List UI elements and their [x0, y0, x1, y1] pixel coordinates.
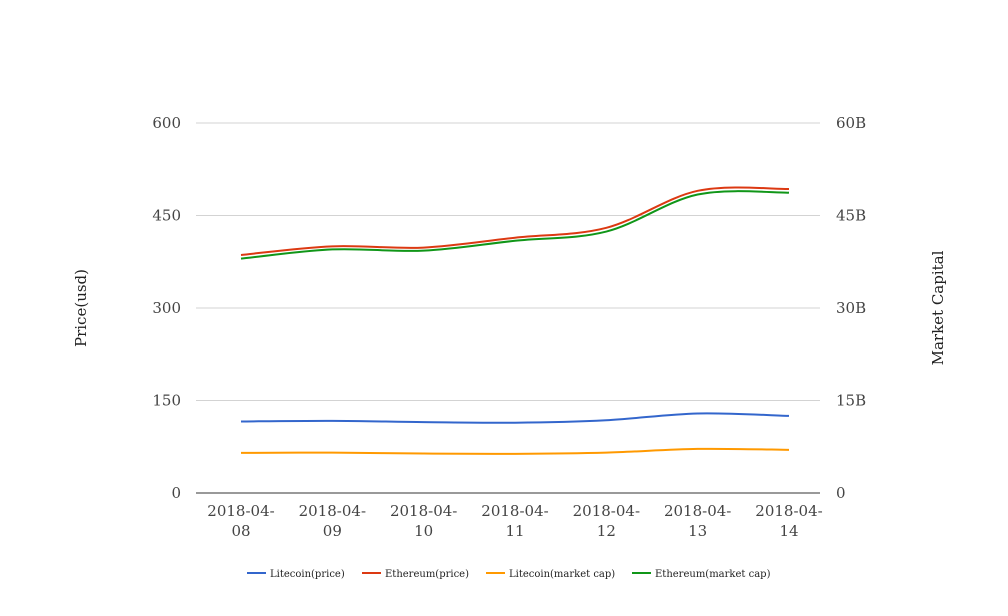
series-line-ethereum-market-cap [240, 190, 790, 260]
left-tick-label: 450 [152, 207, 181, 225]
x-tick-label: 2018-04-08 [207, 502, 274, 540]
left-tick-label: 600 [152, 114, 181, 132]
right-tick-label: 30B [836, 299, 866, 317]
x-tick-label: 2018-04-14 [755, 502, 822, 540]
x-tick-label: 2018-04-10 [390, 502, 457, 540]
gridlines [196, 122, 820, 401]
legend-label: Ethereum(market cap) [655, 569, 771, 580]
right-axis-tick-labels: 0 15B 30B 45B 60B [836, 114, 866, 502]
x-tick-label: 2018-04-09 [299, 502, 366, 540]
legend-label: Litecoin(market cap) [509, 569, 615, 580]
series-line-litecoin-market-cap [240, 447, 790, 455]
left-tick-label: 150 [152, 392, 181, 410]
series-line-litecoin-price [240, 412, 790, 424]
legend: Litecoin(price) Ethereum(price) Litecoin(m… [247, 569, 771, 580]
left-axis-title: Price(usd) [72, 269, 90, 347]
right-axis-title: Market Capital [929, 250, 947, 365]
x-axis-tick-labels: 2018-04-08 2018-04-09 2018-04-10 2018-04-11… [207, 502, 822, 540]
right-tick-label: 45B [836, 207, 866, 225]
legend-label: Litecoin(price) [270, 569, 345, 580]
right-tick-label: 15B [836, 392, 866, 410]
legend-label: Ethereum(price) [385, 569, 469, 580]
x-tick-label: 2018-04-13 [664, 502, 731, 540]
x-tick-label: 2018-04-11 [481, 502, 548, 540]
series-line-ethereum-price [240, 186, 790, 256]
right-tick-label: 0 [836, 484, 846, 502]
left-tick-label: 300 [152, 299, 181, 317]
left-axis-tick-labels: 0 150 300 450 600 [152, 114, 181, 502]
x-tick-label: 2018-04-12 [573, 502, 640, 540]
left-tick-label: 0 [171, 484, 181, 502]
series-lines [240, 186, 790, 455]
right-tick-label: 60B [836, 114, 866, 132]
